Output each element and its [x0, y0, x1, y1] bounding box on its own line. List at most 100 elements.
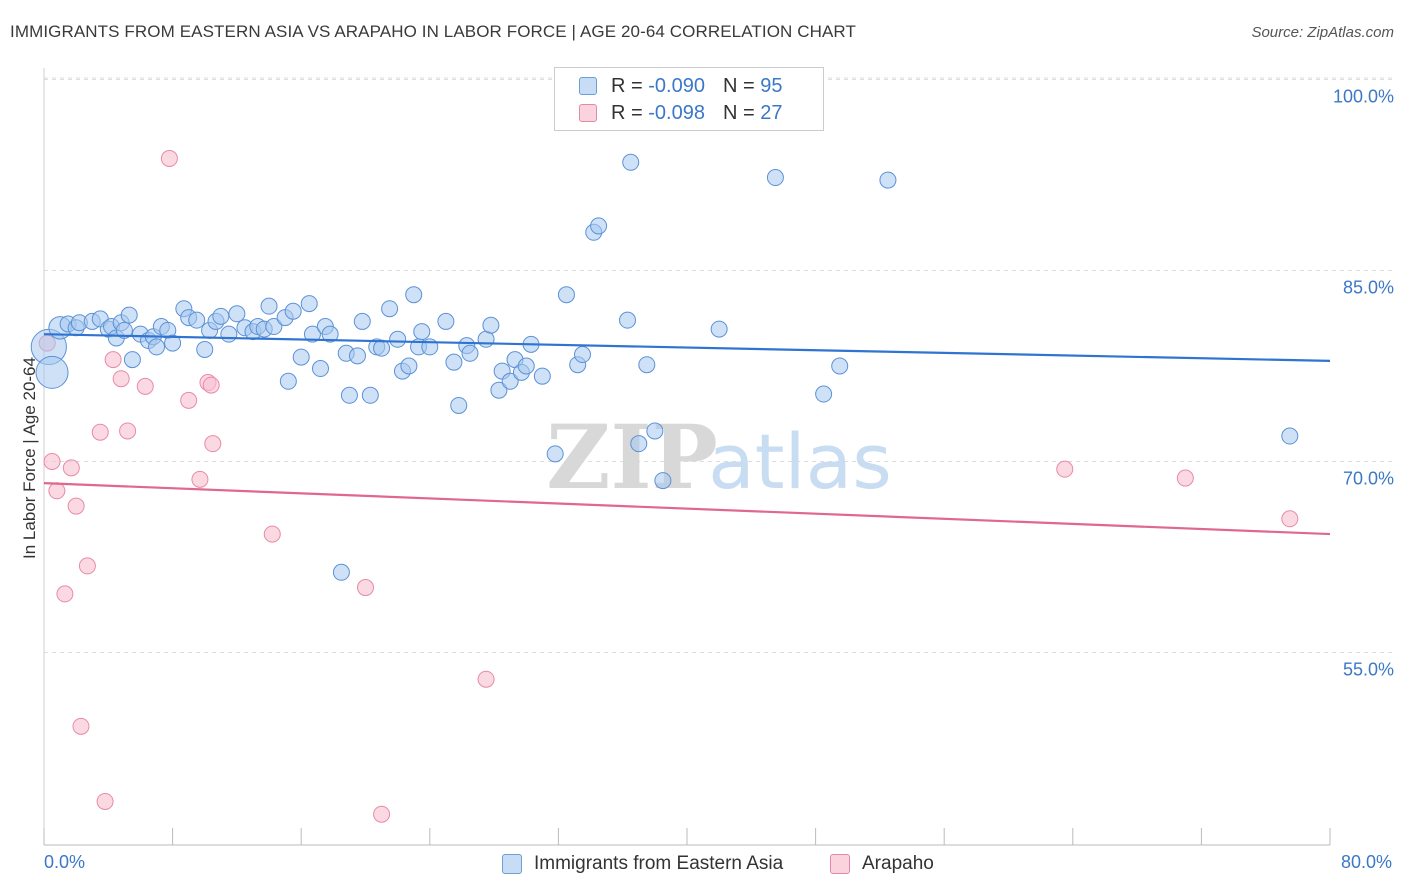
eastern-asia-point: [332, 563, 350, 581]
legend-swatch-pink: [830, 854, 850, 874]
eastern-asia-point: [292, 348, 310, 366]
eastern-asia-point: [381, 300, 399, 318]
legend-n-value: 95: [760, 74, 783, 97]
eastern-asia-point: [300, 295, 318, 313]
eastern-asia-point: [196, 340, 214, 358]
legend-n-label: N =: [722, 74, 755, 97]
arapaho-point: [96, 792, 114, 810]
arapaho-point: [67, 497, 85, 515]
eastern-asia-point: [373, 339, 391, 357]
arapaho-point: [1056, 460, 1074, 478]
eastern-asia-point: [353, 312, 371, 330]
legend-item-arapaho: Arapaho: [830, 853, 934, 875]
eastern-asia-point: [619, 311, 637, 329]
legend-row-pink: R = -0.098 N = 27: [579, 100, 782, 126]
legend-swatch-pink: [579, 104, 597, 122]
eastern-asia-point: [413, 323, 431, 341]
eastern-asia-point: [260, 297, 278, 315]
eastern-asia-point: [815, 385, 833, 403]
arapaho-point: [78, 557, 96, 575]
legend-swatch-blue: [502, 854, 522, 874]
arapaho-point: [160, 149, 178, 167]
legend-n-label: N =: [722, 101, 755, 124]
legend-row-blue: R = -0.090 N = 95: [579, 73, 782, 99]
eastern-asia-point: [482, 316, 500, 334]
eastern-asia-point: [188, 311, 206, 329]
source-label: Source: ZipAtlas.com: [1251, 24, 1394, 41]
eastern-asia-point: [115, 321, 133, 339]
eastern-asia-point: [220, 325, 238, 343]
eastern-asia-point: [654, 472, 672, 490]
watermark-zip: ZIP: [546, 405, 718, 509]
eastern-asia-point: [265, 318, 283, 336]
eastern-asia-trendline: [43, 333, 1331, 363]
eastern-asia-point: [120, 306, 138, 324]
arapaho-point: [191, 470, 209, 488]
stats-legend: R = -0.090 N = 95 R = -0.098 N = 27: [554, 67, 824, 131]
eastern-asia-point: [164, 334, 182, 352]
eastern-asia-point: [148, 338, 166, 356]
eastern-asia-point: [279, 372, 297, 390]
legend-label: Immigrants from Eastern Asia: [534, 853, 784, 874]
eastern-asia-point: [311, 360, 329, 378]
eastern-asia-point: [1281, 427, 1299, 445]
eastern-asia-point: [638, 356, 656, 374]
y-tick-label: 100.0%: [1332, 86, 1394, 107]
arapaho-point: [119, 422, 137, 440]
watermark-atlas: atlas: [708, 417, 892, 506]
arapaho-point: [43, 453, 61, 470]
y-tick-label: 70.0%: [1342, 468, 1394, 489]
eastern-asia-point: [212, 307, 230, 325]
arapaho-point: [56, 585, 74, 603]
eastern-asia-point: [361, 386, 379, 404]
arapaho-point: [477, 670, 495, 688]
legend-r-value: -0.098: [648, 101, 705, 124]
series-legend: Immigrants from Eastern Asia Arapaho: [0, 851, 1406, 879]
eastern-asia-point: [284, 302, 302, 320]
x-tick-label-max: 80.0%: [1340, 852, 1392, 872]
eastern-asia-point: [340, 386, 358, 404]
arapaho-point: [1176, 469, 1194, 487]
eastern-asia-point: [831, 357, 849, 375]
eastern-asia-point: [490, 381, 508, 399]
eastern-asia-point: [501, 372, 519, 390]
eastern-asia-point: [546, 445, 564, 463]
eastern-asia-point: [303, 325, 321, 343]
eastern-asia-point: [630, 435, 648, 453]
legend-r-label: R =: [611, 74, 643, 97]
arapaho-point: [62, 459, 80, 477]
arapaho-point: [373, 805, 391, 823]
eastern-asia-point: [445, 353, 463, 371]
eastern-asia-point: [461, 344, 479, 362]
arapaho-point: [357, 579, 374, 597]
eastern-asia-point: [533, 367, 551, 385]
eastern-asia-point: [766, 169, 784, 187]
arapaho-point: [1281, 510, 1299, 528]
arapaho-point: [263, 525, 281, 543]
chart-title: IMMIGRANTS FROM EASTERN ASIA VS ARAPAHO …: [10, 22, 856, 41]
arapaho-point: [204, 435, 222, 453]
legend-r-value: -0.090: [648, 74, 705, 97]
eastern-asia-point: [450, 396, 468, 414]
eastern-asia-point: [389, 330, 407, 348]
eastern-asia-point: [400, 357, 418, 375]
eastern-asia-point: [879, 171, 897, 189]
eastern-asia-point: [557, 286, 575, 304]
y-tick-label: 85.0%: [1342, 277, 1394, 298]
legend-n-value: 27: [760, 101, 783, 124]
legend-label: Arapaho: [862, 853, 934, 874]
eastern-asia-point: [517, 357, 535, 375]
x-tick-label-min: 0.0%: [44, 852, 86, 872]
eastern-asia-point: [710, 320, 728, 338]
eastern-asia-point: [123, 351, 141, 369]
y-tick-label: 55.0%: [1342, 659, 1394, 680]
eastern-asia-point: [228, 305, 246, 323]
arapaho-point: [180, 391, 198, 409]
arapaho-point: [104, 351, 122, 369]
arapaho-point: [91, 423, 109, 441]
eastern-asia-point: [590, 217, 608, 235]
arapaho-point: [48, 482, 66, 500]
arapaho-point: [136, 377, 154, 395]
arapaho-point: [112, 370, 130, 388]
